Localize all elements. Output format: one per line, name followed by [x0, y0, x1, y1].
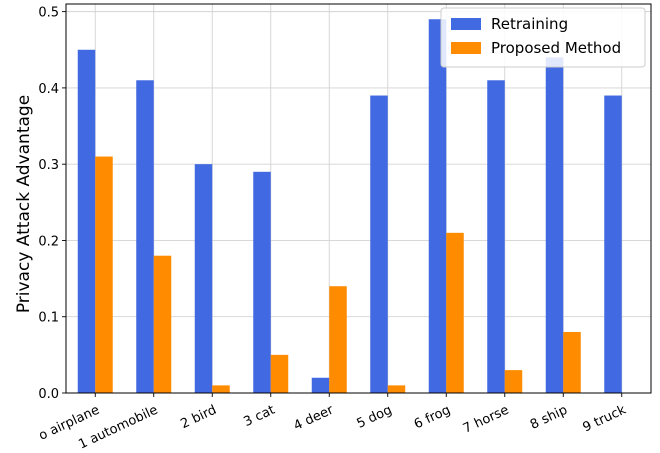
- x-tick-label: 8 ship: [528, 403, 570, 433]
- x-tick-label: 2 bird: [178, 403, 218, 433]
- bar-retraining: [253, 172, 271, 393]
- bar-retraining: [487, 80, 505, 393]
- bar-retraining: [370, 96, 388, 393]
- bar-proposed-method: [154, 256, 172, 393]
- bar-retraining: [78, 50, 96, 393]
- legend: Retraining Proposed Method: [441, 8, 645, 67]
- bar-retraining: [546, 57, 564, 393]
- y-tick-label: 0.0: [38, 387, 59, 402]
- y-axis-label: Privacy Attack Advantage: [14, 95, 34, 313]
- x-tick-label: 7 horse: [461, 403, 511, 437]
- y-tick-label: 0.1: [38, 311, 59, 326]
- bar-proposed-method: [271, 355, 289, 393]
- y-tick-label: 0.3: [38, 158, 59, 173]
- x-tick-label: 9 truck: [581, 402, 629, 435]
- bar-proposed-method: [388, 385, 406, 393]
- x-tick-label: 3 cat: [241, 403, 277, 430]
- bar-retraining: [312, 378, 330, 393]
- y-tick-label: 0.4: [38, 82, 59, 97]
- bar-proposed-method: [95, 157, 113, 393]
- x-tick-label: 5 dog: [355, 403, 395, 432]
- y-tick-label: 0.2: [38, 234, 59, 249]
- bar-retraining: [195, 164, 213, 393]
- legend-label: Retraining: [491, 15, 568, 33]
- bar-proposed-method: [212, 385, 230, 393]
- bar-retraining: [429, 19, 447, 393]
- bar-proposed-method: [563, 332, 581, 393]
- legend-swatch: [451, 18, 481, 30]
- bars: [78, 19, 622, 393]
- legend-swatch: [451, 42, 481, 54]
- bar-retraining: [136, 80, 154, 393]
- bar-proposed-method: [446, 233, 464, 393]
- y-tick-label: 0.5: [38, 6, 59, 21]
- bar-proposed-method: [505, 370, 523, 393]
- legend-label: Proposed Method: [491, 39, 621, 57]
- x-tick-label: 6 frog: [412, 403, 453, 433]
- bar-proposed-method: [329, 286, 347, 393]
- bar-retraining: [604, 96, 622, 393]
- x-tick-label: 4 deer: [291, 402, 336, 434]
